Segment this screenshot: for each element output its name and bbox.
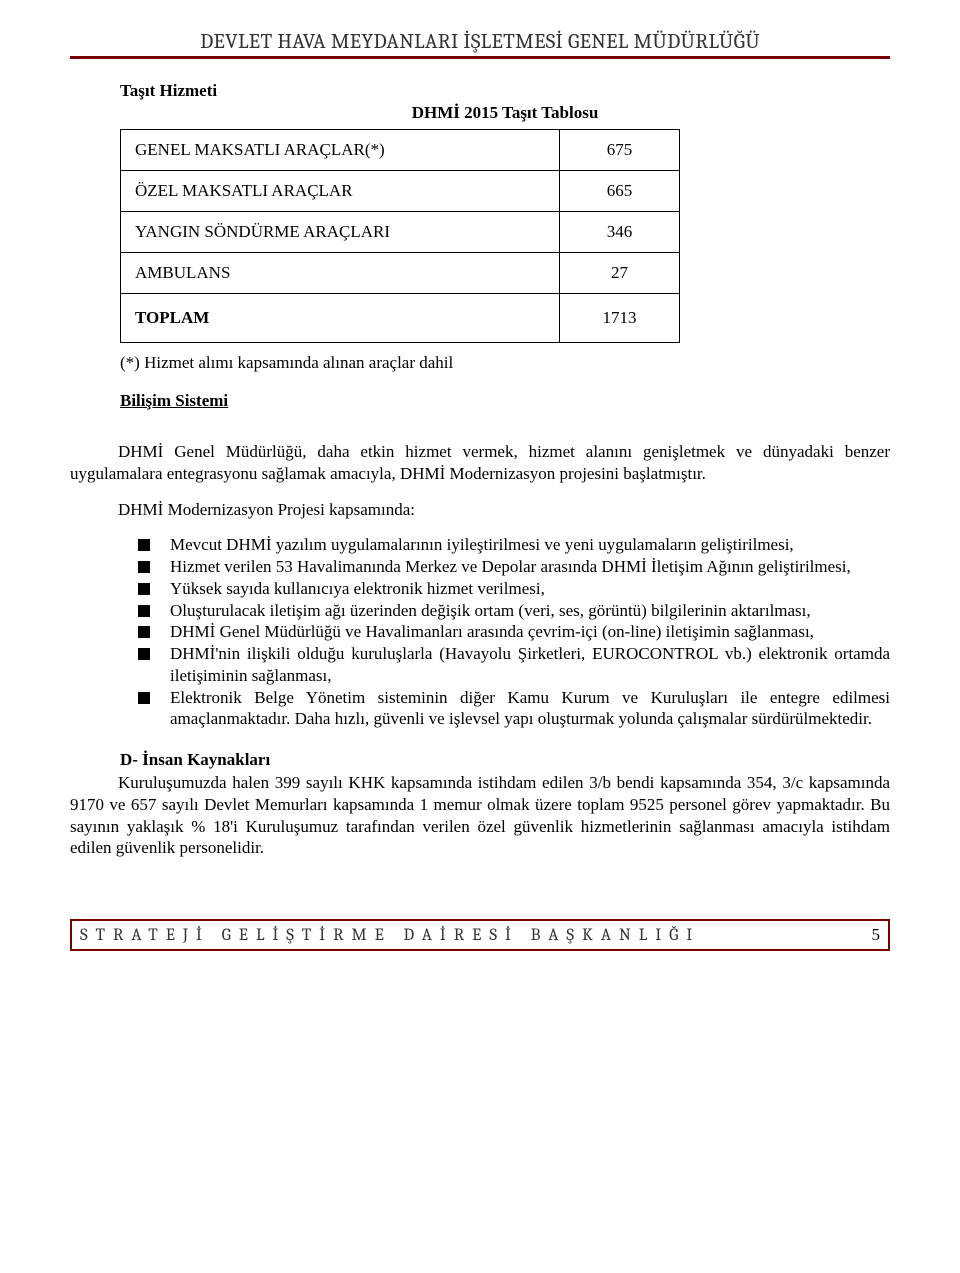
page-header: DEVLET HAVA MEYDANLARI İŞLETMESİ GENEL M…: [70, 30, 890, 59]
section-d: D- İnsan Kaynakları: [70, 750, 890, 770]
list-item-text: Mevcut DHMİ yazılım uygulamalarının iyil…: [170, 534, 890, 556]
tasit-label: Taşıt Hizmeti: [120, 81, 890, 101]
square-bullet-icon: [138, 626, 150, 638]
bilisim-title: Bilişim Sistemi: [120, 391, 890, 411]
table-cell-label: GENEL MAKSATLI ARAÇLAR(*): [121, 130, 560, 171]
table-row: AMBULANS27: [121, 253, 680, 294]
table-cell-value: 675: [560, 130, 680, 171]
list-item: DHMİ'nin ilişkili olduğu kuruluşlarla (H…: [118, 643, 890, 687]
list-item-text: Yüksek sayıda kullanıcıya elektronik hiz…: [170, 578, 890, 600]
table-cell-label: YANGIN SÖNDÜRME ARAÇLARI: [121, 212, 560, 253]
section-d-title: D- İnsan Kaynakları: [120, 750, 890, 770]
table-row: ÖZEL MAKSATLI ARAÇLAR665: [121, 171, 680, 212]
bullet-list: Mevcut DHMİ yazılım uygulamalarının iyil…: [118, 534, 890, 730]
table-cell-value: 665: [560, 171, 680, 212]
list-item: Hizmet verilen 53 Havalimanında Merkez v…: [118, 556, 890, 578]
tasit-section: Taşıt Hizmeti DHMİ 2015 Taşıt Tablosu GE…: [70, 81, 890, 411]
list-item-text: DHMİ'nin ilişkili olduğu kuruluşlarla (H…: [170, 643, 890, 687]
square-bullet-icon: [138, 648, 150, 660]
list-item-text: Elektronik Belge Yönetim sisteminin diğe…: [170, 687, 890, 731]
list-item: Elektronik Belge Yönetim sisteminin diğe…: [118, 687, 890, 731]
footer-text: STRATEJİ GELİŞTİRME DAİRESİ BAŞKANLIĞI: [80, 926, 700, 945]
footer-page-number: 5: [854, 925, 881, 945]
tasit-table: GENEL MAKSATLI ARAÇLAR(*)675ÖZEL MAKSATL…: [120, 129, 680, 343]
table-row-total: TOPLAM1713: [121, 294, 680, 343]
table-cell-total-label: TOPLAM: [121, 294, 560, 343]
square-bullet-icon: [138, 605, 150, 617]
footer-bar: STRATEJİ GELİŞTİRME DAİRESİ BAŞKANLIĞI 5: [70, 919, 890, 951]
square-bullet-icon: [138, 539, 150, 551]
table-cell-label: ÖZEL MAKSATLI ARAÇLAR: [121, 171, 560, 212]
bilisim-subintro: DHMİ Modernizasyon Projesi kapsamında:: [70, 499, 890, 521]
list-item-text: Oluşturulacak iletişim ağı üzerinden değ…: [170, 600, 890, 622]
tasit-table-title: DHMİ 2015 Taşıt Tablosu: [120, 103, 890, 123]
list-item-text: DHMİ Genel Müdürlüğü ve Havalimanları ar…: [170, 621, 890, 643]
list-item: Oluşturulacak iletişim ağı üzerinden değ…: [118, 600, 890, 622]
table-cell-value: 27: [560, 253, 680, 294]
tasit-footnote: (*) Hizmet alımı kapsamında alınan araçl…: [120, 353, 890, 373]
list-item: DHMİ Genel Müdürlüğü ve Havalimanları ar…: [118, 621, 890, 643]
square-bullet-icon: [138, 583, 150, 595]
table-cell-value: 346: [560, 212, 680, 253]
table-cell-total-value: 1713: [560, 294, 680, 343]
list-item: Yüksek sayıda kullanıcıya elektronik hiz…: [118, 578, 890, 600]
bilisim-intro: DHMİ Genel Müdürlüğü, daha etkin hizmet …: [70, 441, 890, 485]
list-item-text: Hizmet verilen 53 Havalimanında Merkez v…: [170, 556, 890, 578]
square-bullet-icon: [138, 561, 150, 573]
table-cell-label: AMBULANS: [121, 253, 560, 294]
section-d-text: Kuruluşumuzda halen 399 sayılı KHK kapsa…: [70, 772, 890, 859]
list-item: Mevcut DHMİ yazılım uygulamalarının iyil…: [118, 534, 890, 556]
table-row: YANGIN SÖNDÜRME ARAÇLARI346: [121, 212, 680, 253]
table-row: GENEL MAKSATLI ARAÇLAR(*)675: [121, 130, 680, 171]
square-bullet-icon: [138, 692, 150, 704]
